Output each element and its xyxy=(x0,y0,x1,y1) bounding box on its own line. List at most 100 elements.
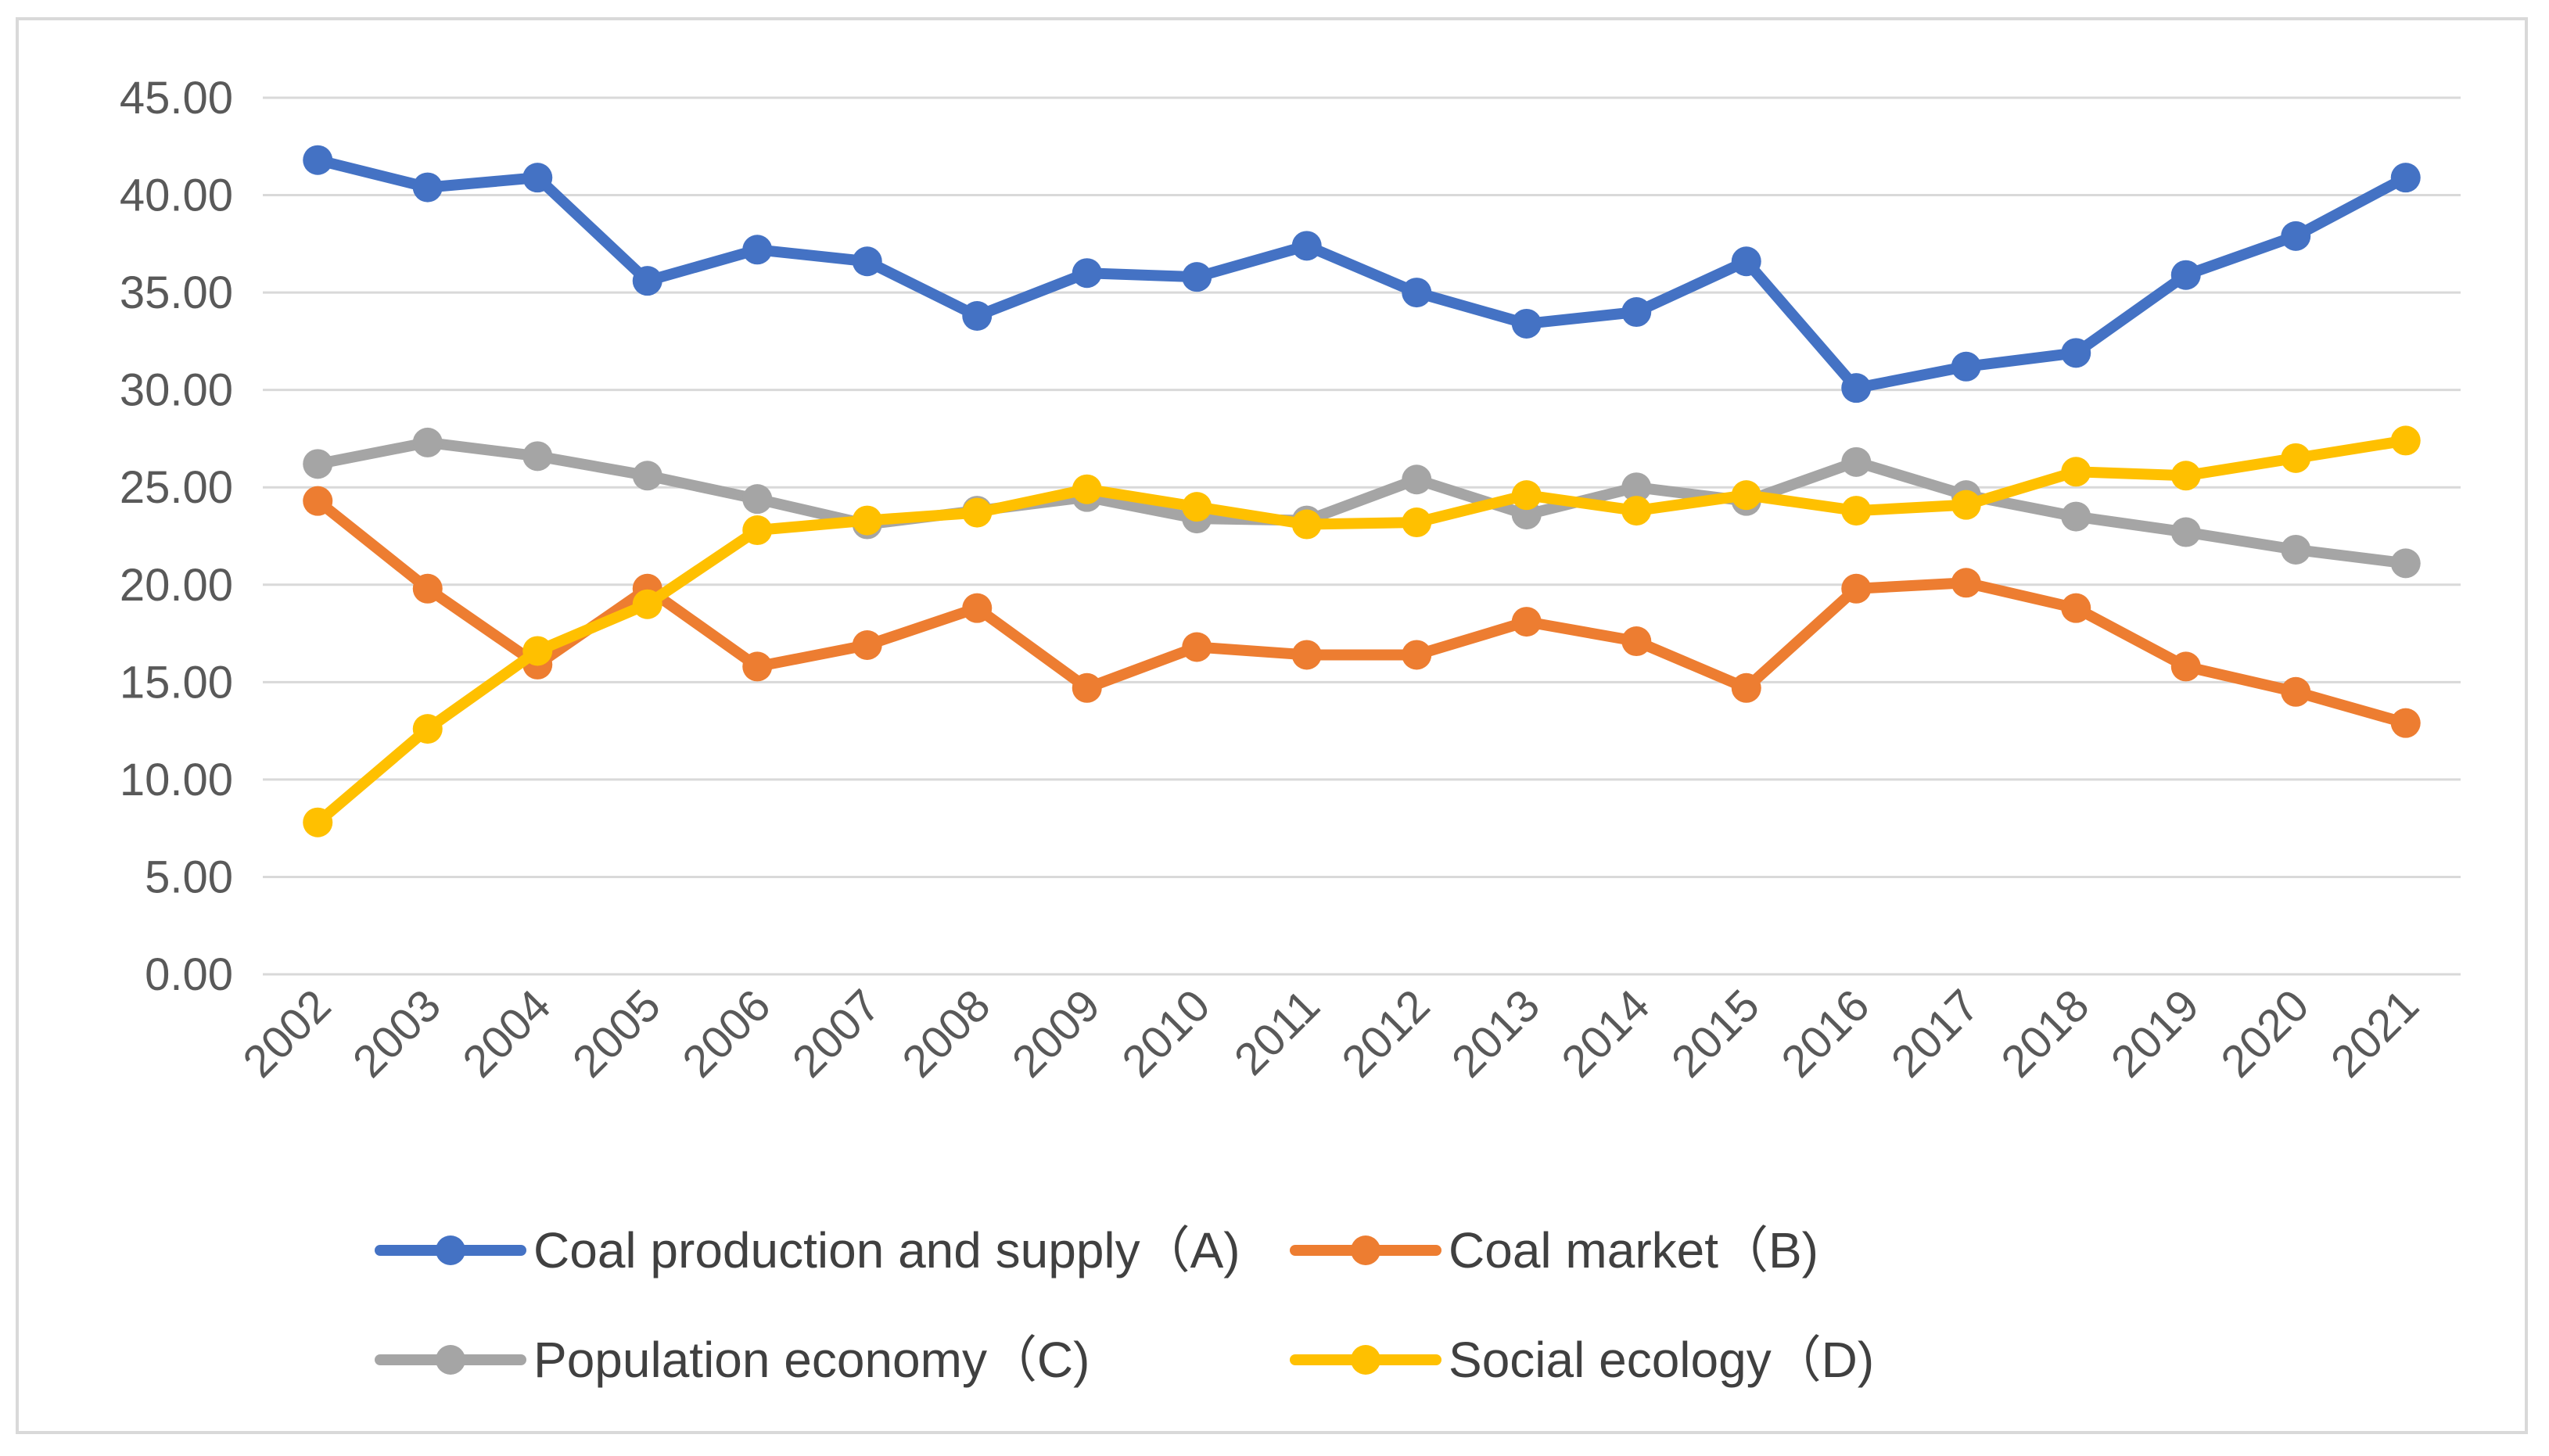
data-point xyxy=(1621,626,1652,657)
data-point xyxy=(852,246,882,277)
series-line xyxy=(312,436,2411,569)
data-point xyxy=(1072,672,1102,703)
legend-item: Social ecology（D) xyxy=(1290,1332,1874,1388)
y-tick-label: 30.00 xyxy=(120,365,233,416)
data-point xyxy=(742,484,773,515)
data-point xyxy=(2170,517,2201,547)
data-point xyxy=(2390,708,2421,738)
data-point xyxy=(962,497,993,528)
data-point xyxy=(1182,262,1212,292)
data-point xyxy=(2390,425,2421,456)
data-point xyxy=(1731,672,1761,703)
data-point xyxy=(1841,496,1872,526)
series-1 xyxy=(303,486,2421,738)
x-tick-label: 2020 xyxy=(2211,980,2318,1087)
legend-swatch-marker xyxy=(436,1345,465,1375)
data-point xyxy=(412,714,443,744)
data-point xyxy=(632,266,662,296)
data-point xyxy=(632,589,662,619)
series-line xyxy=(312,495,2411,729)
data-point xyxy=(2390,548,2421,579)
x-tick-label: 2006 xyxy=(673,980,780,1087)
data-point xyxy=(1621,472,1652,503)
legend-swatch-marker xyxy=(1351,1345,1380,1375)
legend-label: Population economy（C) xyxy=(533,1332,1090,1388)
series-0 xyxy=(303,145,2421,403)
x-tick-label: 2002 xyxy=(233,980,340,1087)
data-point xyxy=(1731,246,1761,277)
data-point xyxy=(742,235,773,265)
data-point xyxy=(1511,308,1542,339)
data-point xyxy=(1291,509,1322,540)
data-point xyxy=(2170,260,2201,290)
y-tick-label: 5.00 xyxy=(145,852,233,902)
y-tick-label: 25.00 xyxy=(120,462,233,513)
series-3 xyxy=(303,425,2421,837)
legend: Coal production and supply（A) Coal market… xyxy=(375,1222,1874,1388)
data-point xyxy=(2061,593,2091,623)
data-point xyxy=(2061,501,2091,532)
x-tick-label: 2017 xyxy=(1882,980,1989,1087)
data-point xyxy=(1291,231,1322,261)
x-axis-tick-labels: 2002 2003 2004 2005 2006 2007 2008 2009 2010 2011… xyxy=(233,980,2429,1087)
legend-swatch-marker xyxy=(1351,1235,1380,1265)
data-point xyxy=(2170,461,2201,491)
data-point xyxy=(1731,480,1761,511)
data-point xyxy=(1621,496,1652,526)
x-tick-label: 2010 xyxy=(1112,980,1219,1087)
x-tick-label: 2018 xyxy=(1991,980,2098,1087)
data-point xyxy=(522,441,553,472)
y-tick-label: 35.00 xyxy=(120,267,233,318)
data-point xyxy=(1182,632,1212,662)
data-point xyxy=(1511,607,1542,637)
legend-swatch-marker xyxy=(436,1235,465,1265)
data-point xyxy=(852,505,882,536)
data-point xyxy=(2061,338,2091,368)
legend-item: Coal production and supply（A) xyxy=(375,1222,1240,1278)
data-point xyxy=(1291,640,1322,670)
y-tick-label: 40.00 xyxy=(120,170,233,221)
legend-label: Coal market（B) xyxy=(1449,1222,1818,1278)
data-point xyxy=(1841,446,1872,477)
data-point xyxy=(2281,534,2311,565)
x-tick-label: 2009 xyxy=(1003,980,1110,1087)
series-lines xyxy=(303,145,2421,837)
series-2 xyxy=(303,427,2421,579)
data-point xyxy=(522,163,553,193)
y-axis-tick-labels: 0.00 5.00 10.00 15.00 20.00 25.00 30.00 35.00 40… xyxy=(120,73,233,1000)
x-tick-label: 2005 xyxy=(563,980,670,1087)
data-point xyxy=(742,515,773,546)
x-tick-label: 2011 xyxy=(1225,980,1330,1085)
data-point xyxy=(852,630,882,661)
x-tick-label: 2004 xyxy=(453,980,560,1087)
data-point xyxy=(303,807,333,837)
y-tick-label: 45.00 xyxy=(120,73,233,124)
data-point xyxy=(2390,163,2421,193)
data-point xyxy=(1951,568,1981,598)
data-point xyxy=(303,449,333,479)
line-chart: 0.00 5.00 10.00 15.00 20.00 25.00 30.00 35.00 40… xyxy=(120,73,2461,1388)
data-point xyxy=(2281,443,2311,473)
data-point xyxy=(1402,507,1432,538)
data-point xyxy=(962,593,993,623)
series-line xyxy=(312,154,2411,394)
data-point xyxy=(2170,651,2201,682)
data-point xyxy=(1841,573,1872,604)
series-line xyxy=(312,435,2411,828)
data-point xyxy=(1402,278,1432,308)
data-point xyxy=(522,636,553,666)
x-tick-label: 2021 xyxy=(2321,980,2429,1087)
data-point xyxy=(1402,464,1432,495)
x-tick-label: 2019 xyxy=(2102,980,2209,1087)
chart-frame: 0.00 5.00 10.00 15.00 20.00 25.00 30.00 35.00 40… xyxy=(16,17,2528,1434)
data-point xyxy=(1951,490,1981,520)
y-tick-label: 10.00 xyxy=(120,755,233,805)
data-point xyxy=(1182,492,1212,522)
x-tick-label: 2012 xyxy=(1332,980,1439,1087)
data-point xyxy=(412,573,443,604)
data-point xyxy=(2281,676,2311,707)
data-point xyxy=(2281,221,2311,251)
data-point xyxy=(1072,258,1102,289)
data-point xyxy=(303,145,333,175)
legend-label: Coal production and supply（A) xyxy=(533,1222,1240,1278)
